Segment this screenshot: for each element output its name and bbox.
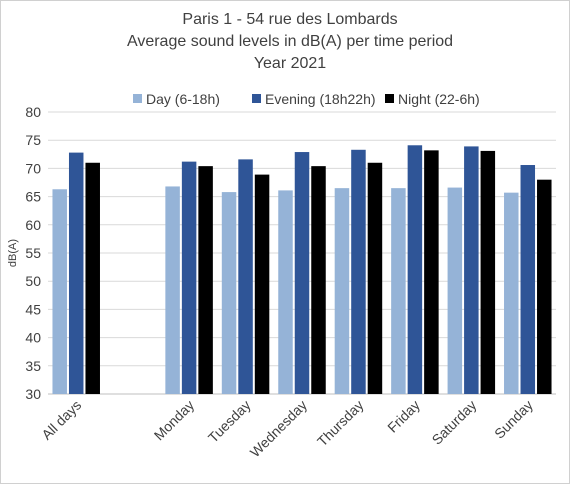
legend-swatch [252, 94, 261, 103]
bar [334, 188, 350, 394]
bar [221, 192, 237, 394]
x-tick-label: Wednesday [247, 397, 310, 460]
legend-label: Evening (18h22h) [265, 91, 376, 107]
y-tick-label: 45 [25, 301, 41, 317]
bar [68, 152, 84, 394]
y-tick-label: 60 [25, 217, 41, 233]
legend-swatch [385, 94, 394, 103]
bar [311, 166, 326, 394]
bar [238, 159, 253, 394]
bar [165, 186, 180, 394]
x-tick-label: Sunday [491, 397, 536, 442]
bar [520, 165, 536, 394]
x-tick-label: Tuesday [205, 397, 254, 446]
bar [464, 146, 479, 394]
x-tick-label: Friday [384, 397, 423, 436]
y-tick-label: 65 [25, 189, 41, 205]
legend-item: Evening (18h22h) [252, 91, 376, 107]
bars [52, 145, 552, 394]
y-tick-label: 70 [25, 160, 41, 176]
bar [367, 162, 383, 394]
bar [181, 161, 197, 394]
bar [52, 189, 67, 394]
x-tick-label: Saturday [429, 397, 480, 448]
bar [424, 150, 439, 394]
legend-label: Day (6-18h) [146, 91, 220, 107]
y-axis-label: dB(A) [7, 239, 19, 267]
bar [254, 174, 270, 394]
bar [351, 149, 366, 394]
bar [85, 162, 100, 394]
x-tick-label: Monday [151, 397, 198, 444]
bar [391, 188, 406, 394]
title-line-2: Average sound levels in dB(A) per time p… [127, 33, 453, 50]
legend-item: Day (6-18h) [133, 91, 220, 107]
legend-label: Night (22-6h) [398, 91, 480, 107]
y-tick-label: 75 [25, 132, 41, 148]
title-line-1: Paris 1 - 54 rue des Lombards [182, 11, 397, 28]
bar [537, 179, 552, 394]
y-tick-label: 35 [25, 358, 41, 374]
bar [294, 152, 310, 394]
bar [480, 150, 496, 394]
x-tick-label: All days [38, 397, 84, 443]
y-tick-label: 55 [25, 245, 41, 261]
bar [407, 145, 423, 394]
y-tick-label: 50 [25, 273, 41, 289]
title-line-3: Year 2021 [254, 55, 326, 72]
bar [198, 166, 213, 394]
bar [504, 192, 519, 394]
bar [278, 190, 293, 394]
y-tick-label: 30 [25, 386, 41, 402]
legend: Day (6-18h) Evening (18h22h) Night (22-6h) [133, 91, 480, 107]
y-tick-label: 80 [25, 104, 41, 120]
y-axis-ticks: 30 35 40 45 50 55 60 65 70 75 80 [25, 104, 41, 402]
y-tick-label: 40 [25, 330, 41, 346]
bar [447, 187, 463, 394]
x-tick-label: Thursday [314, 397, 367, 450]
legend-item: Night (22-6h) [385, 91, 480, 107]
legend-swatch [133, 94, 142, 103]
chart-title: Paris 1 - 54 rue des Lombards Average so… [127, 11, 453, 72]
